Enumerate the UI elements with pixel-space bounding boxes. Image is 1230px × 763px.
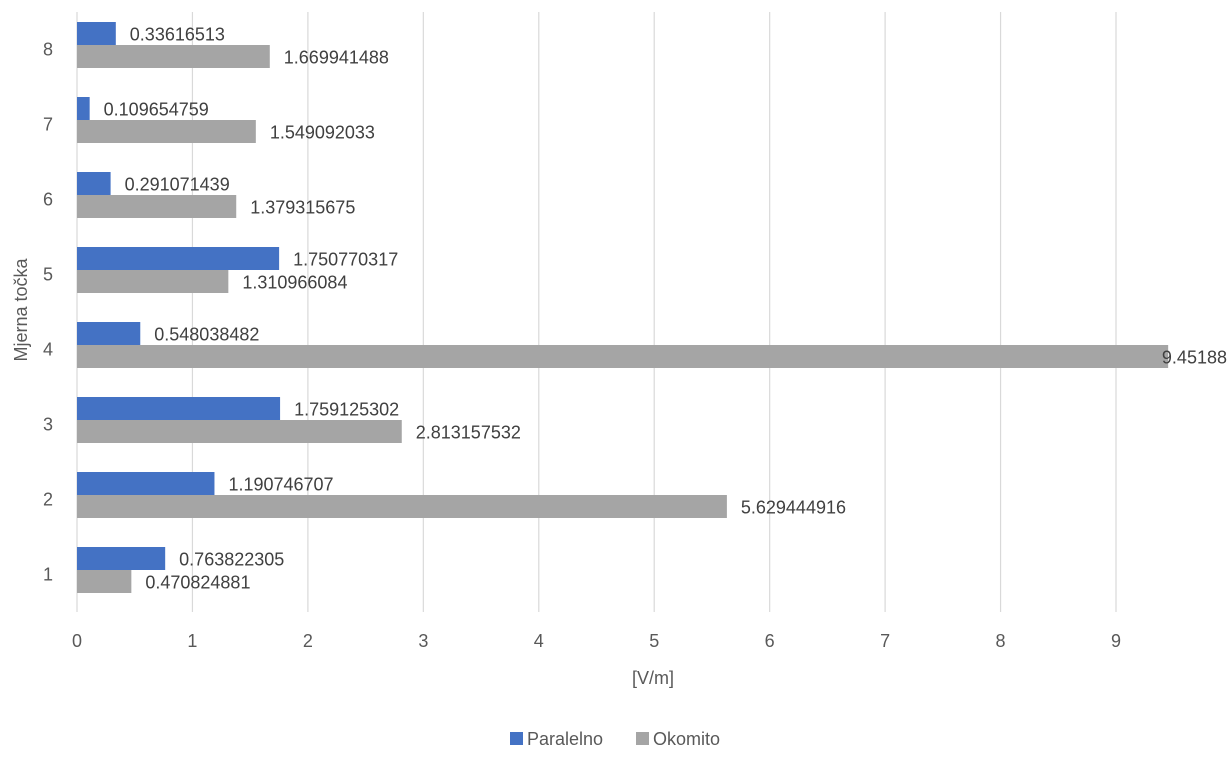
data-label: 1.190746707 [228,475,333,495]
legend-swatch-okomito [636,732,649,745]
data-labels: 0.763822305 0.470824881 1.190746707 5.62944… [104,25,1227,593]
data-label: 0.291071439 [125,175,230,195]
bar-okomito-7 [77,120,256,143]
x-tick-label: 7 [880,631,890,651]
y-tick-label: 1 [43,565,53,585]
x-tick-label: 6 [765,631,775,651]
bar-okomito-8 [77,45,270,68]
data-label: 1.310966084 [242,273,347,293]
bar-paralelno-3 [77,397,281,420]
y-tick-label: 4 [43,340,53,360]
data-label: 9.45188 [1162,348,1227,368]
bar-paralelno-4 [77,322,141,345]
data-label: 0.109654759 [104,100,209,120]
bar-paralelno-8 [77,22,116,45]
data-label: 5.629444916 [741,498,846,518]
x-tick-label: 0 [72,631,82,651]
data-label: 1.379315675 [250,198,355,218]
x-tick-label: 9 [1111,631,1121,651]
bar-paralelno-6 [77,172,111,195]
bar-paralelno-1 [77,547,166,570]
data-label: 0.763822305 [179,550,284,570]
data-label: 1.669941488 [284,48,389,68]
y-axis-ticks: 1 2 3 4 5 6 7 8 [43,40,53,585]
bar-paralelno-7 [77,97,90,120]
gridlines [76,12,1117,612]
bar-okomito-6 [77,195,237,218]
bar-okomito-5 [77,270,229,293]
legend-swatch-paralelno [510,732,523,745]
data-label: 0.548038482 [154,325,259,345]
y-axis-title: Mjerna točka [11,257,31,361]
x-axis-title: [V/m] [632,668,674,688]
bar-okomito-2 [77,495,727,518]
legend-label-okomito: Okomito [653,729,720,749]
legend: Paralelno Okomito [510,729,720,749]
y-tick-label: 5 [43,265,53,285]
bar-paralelno-2 [77,472,215,495]
data-label: 0.33616513 [130,25,225,45]
x-axis-ticks: 0 1 2 3 4 5 6 7 8 9 [72,631,1121,651]
data-label: 0.470824881 [145,573,250,593]
x-tick-label: 1 [187,631,197,651]
data-label: 2.813157532 [416,423,521,443]
x-tick-label: 3 [418,631,428,651]
bar-okomito-1 [77,570,132,593]
x-tick-label: 4 [534,631,544,651]
x-tick-label: 8 [996,631,1006,651]
bar-paralelno-5 [77,247,280,270]
data-label: 1.759125302 [294,400,399,420]
data-label: 1.549092033 [270,123,375,143]
data-label: 1.750770317 [293,250,398,270]
bars [77,22,1169,593]
x-tick-label: 2 [303,631,313,651]
bar-okomito-4 [77,345,1169,368]
y-tick-label: 2 [43,490,53,510]
bar-okomito-3 [77,420,402,443]
legend-label-paralelno: Paralelno [527,729,603,749]
y-tick-label: 6 [43,190,53,210]
y-tick-label: 7 [43,115,53,135]
y-tick-label: 8 [43,40,53,60]
x-tick-label: 5 [649,631,659,651]
y-tick-label: 3 [43,415,53,435]
